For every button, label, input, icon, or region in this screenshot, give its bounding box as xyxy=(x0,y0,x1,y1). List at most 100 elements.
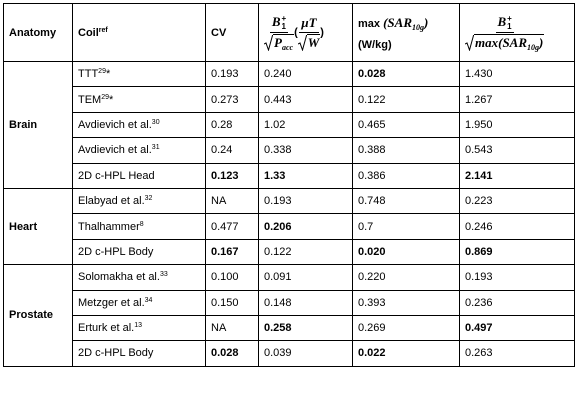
column-header: Anatomy xyxy=(3,3,73,62)
value-cell: 1.33 xyxy=(258,162,353,189)
coil-name: Avdievich et al. xyxy=(78,118,152,131)
value-cell: 0.269 xyxy=(352,314,460,342)
value-cell: 0.497 xyxy=(459,314,575,342)
reference: 30 xyxy=(151,118,160,126)
table-row: Erturk et al.13 NA 0.258 0.269 0.497 xyxy=(4,314,575,342)
label: CV xyxy=(211,26,227,39)
value-cell: 0.100 xyxy=(205,264,259,291)
reference: 8 xyxy=(139,220,144,228)
value-cell: 1.267 xyxy=(459,86,575,113)
subscript: acc xyxy=(281,43,294,53)
value-cell: 0.193 xyxy=(459,264,575,291)
label: Anatomy xyxy=(9,26,57,39)
table-row: Avdievich et al.31 0.24 0.338 0.388 0.543 xyxy=(4,137,575,164)
label: Coil xyxy=(78,26,99,39)
value-cell: 0.091 xyxy=(258,264,353,291)
root-content: max(SAR10g) xyxy=(474,34,545,53)
value-cell: 2.141 xyxy=(459,162,575,189)
fraction: B +1 max(SAR10g) xyxy=(465,14,545,53)
table-row: Thalhammer8 0.477 0.206 0.7 0.246 xyxy=(4,213,575,240)
symbol: (SAR xyxy=(383,14,412,30)
label: max xyxy=(358,17,381,30)
numerator: B +1 xyxy=(269,13,289,34)
subscript: 10g xyxy=(527,43,540,53)
coil-cell: Erturk et al.13 xyxy=(72,314,206,342)
coil-cell: TTT29* xyxy=(72,60,206,88)
symbol: B xyxy=(271,13,281,29)
coil-name: Elabyad et al. xyxy=(78,195,145,208)
value-cell: 0.150 xyxy=(205,289,259,316)
coil-cell: 2D c-HPL Head xyxy=(72,162,206,189)
anatomy-cell: Brain xyxy=(3,61,73,189)
table-row: Metzger et al.34 0.150 0.148 0.393 0.236 xyxy=(4,289,575,316)
coil-cell: Solomakha et al.33 xyxy=(72,264,206,291)
coil-name: 2D c-HPL Body xyxy=(78,347,154,360)
header-row: Anatomy Coilref CV B +1 Pacc(μT W) max (SAR10g)… xyxy=(3,3,575,62)
coil-cell: TEM29* xyxy=(72,86,206,113)
value-cell: 0.543 xyxy=(459,137,575,164)
table-row: Brain TTT29* 0.193 0.240 0.028 1.430 xyxy=(3,60,575,189)
value-cell: 0.028 xyxy=(352,60,460,88)
unit-numerator: μT xyxy=(299,15,319,33)
coil-name: 2D c-HPL Body xyxy=(78,245,154,258)
root: W xyxy=(297,33,321,51)
unit: (W/kg) xyxy=(358,38,392,51)
root-content: Pacc xyxy=(273,34,295,53)
coil-name: TTT xyxy=(78,68,99,81)
unit-denominator: W xyxy=(297,33,321,51)
coil-cell: 2D c-HPL Body xyxy=(72,340,206,367)
value-cell: 0.206 xyxy=(258,213,353,240)
value-cell: 0.263 xyxy=(459,340,575,367)
coil-cell: Metzger et al.34 xyxy=(72,289,206,316)
results-table: Anatomy Coilref CV B +1 Pacc(μT W) max (SAR10g)… xyxy=(3,3,575,367)
coil-name: 2D c-HPL Head xyxy=(78,169,155,182)
reference: 33 xyxy=(159,271,168,279)
fraction: B +1 Pacc xyxy=(264,13,295,53)
subscript: 10g xyxy=(412,22,424,32)
coil-name: TEM xyxy=(78,93,102,106)
value-cell: 0.477 xyxy=(205,213,259,240)
value-cell: 1.950 xyxy=(459,111,575,139)
coil-cell: Elabyad et al.32 xyxy=(72,187,206,215)
coil-name: Solomakha et al. xyxy=(78,271,160,284)
root: Pacc xyxy=(264,34,295,53)
value-cell: 1.02 xyxy=(258,111,353,139)
anatomy-cell: Prostate xyxy=(3,264,73,367)
value-cell: 0.273 xyxy=(205,86,259,113)
superscript: + xyxy=(281,14,287,24)
coil-name: Thalhammer xyxy=(78,220,140,233)
subscript: 1 xyxy=(507,22,512,32)
reference: 31 xyxy=(151,144,160,152)
value-cell: 0.28 xyxy=(205,111,259,139)
value-cell: 0.869 xyxy=(459,238,575,266)
root: max(SAR10g) xyxy=(465,34,545,53)
value-cell: NA xyxy=(205,187,259,215)
sup-sub: +1 xyxy=(507,15,512,31)
coil-cell: Avdievich et al.30 xyxy=(72,111,206,139)
value-cell: 0.223 xyxy=(459,187,575,215)
denominator: Pacc xyxy=(264,33,295,53)
table-row: 2D c-HPL Body 0.028 0.039 0.022 0.263 xyxy=(4,340,575,367)
symbol: P xyxy=(274,35,282,51)
unit-fraction: μT W xyxy=(297,15,321,51)
value-cell: 0.022 xyxy=(352,340,460,367)
table-row: Heart Elabyad et al.32 NA 0.193 0.748 0.223 xyxy=(3,187,575,266)
value-cell: 0.465 xyxy=(352,111,460,139)
column-header: Coilref xyxy=(72,3,206,62)
numerator: B +1 xyxy=(495,14,514,34)
value-cell: 0.220 xyxy=(352,264,460,291)
coil-name: Avdievich et al. xyxy=(78,144,152,157)
value-cell: 0.193 xyxy=(258,187,353,215)
value-cell: NA xyxy=(205,314,259,342)
table-row: 2D c-HPL Body 0.167 0.122 0.020 0.869 xyxy=(4,238,575,266)
sup-sub: +1 xyxy=(282,15,287,31)
value-cell: 0.020 xyxy=(352,238,460,266)
coil-cell: 2D c-HPL Body xyxy=(72,238,206,266)
radical-sign xyxy=(264,35,273,52)
reference: 29 xyxy=(98,68,106,76)
radical-sign xyxy=(297,34,307,51)
paren: ) xyxy=(320,26,324,39)
value-cell: 0.122 xyxy=(258,238,353,266)
coil-cell: Avdievich et al.31 xyxy=(72,137,206,164)
